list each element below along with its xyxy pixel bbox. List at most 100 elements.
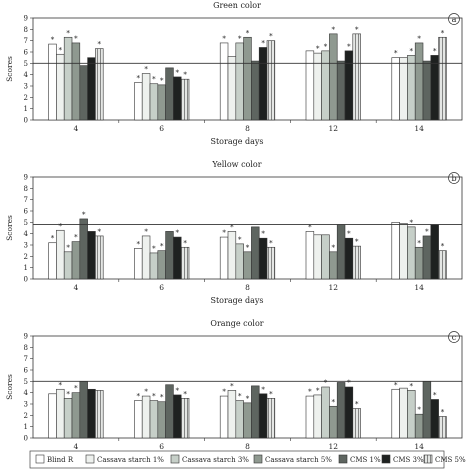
- bar: [219, 236, 229, 280]
- bar: [173, 394, 182, 439]
- legend-label: Cassava starch 1%: [97, 456, 164, 464]
- bar: [266, 246, 276, 280]
- bar: [399, 223, 408, 280]
- significance-marker: *: [238, 35, 242, 43]
- significance-marker: *: [137, 240, 141, 248]
- bar: [95, 235, 104, 280]
- bar: [71, 392, 81, 439]
- significance-marker: *: [98, 228, 102, 236]
- bar: [258, 237, 268, 280]
- significance-marker: *: [74, 234, 78, 242]
- legend-item: Cassava starch 5%: [253, 454, 332, 464]
- bar: [157, 401, 166, 439]
- y-tick-label: 6: [24, 208, 29, 216]
- legend-label: Blind R: [47, 456, 74, 464]
- significance-marker: *: [246, 29, 250, 37]
- y-tick-label: 0: [24, 276, 28, 284]
- x-tick-label: 8: [245, 124, 250, 133]
- y-tick-label: 9: [24, 333, 28, 341]
- legend-label: Cassava starch 5%: [265, 456, 332, 464]
- legend-item: CMS 5%: [423, 454, 466, 464]
- bar: [414, 42, 424, 121]
- x-axis-label: Storage days: [210, 137, 263, 146]
- bar: [165, 67, 174, 121]
- significance-marker: *: [417, 239, 421, 247]
- significance-marker: *: [308, 388, 312, 396]
- significance-marker: *: [441, 408, 445, 416]
- legend-swatch: [85, 454, 95, 464]
- significance-marker: *: [74, 35, 78, 43]
- panel-letter-circle: [448, 331, 460, 343]
- bar: [251, 60, 260, 121]
- x-tick-label: 6: [159, 442, 164, 451]
- bar: [48, 393, 57, 439]
- bar: [235, 42, 244, 121]
- legend-label: Cassava starch 3%: [182, 456, 249, 464]
- significance-marker: *: [417, 35, 421, 43]
- bar: [87, 231, 96, 280]
- bar: [321, 386, 330, 439]
- legend-item: CMS 1%: [338, 454, 381, 464]
- significance-marker: *: [160, 77, 164, 85]
- x-tick-label: 4: [74, 124, 79, 133]
- bar: [414, 413, 424, 439]
- bar: [344, 386, 354, 439]
- bar: [48, 242, 57, 280]
- bar: [399, 387, 408, 439]
- x-tick-label: 6: [159, 124, 164, 133]
- bar: [336, 60, 346, 121]
- bar: [71, 42, 81, 121]
- y-tick-label: 4: [24, 230, 29, 238]
- y-tick-label: 2: [24, 94, 28, 102]
- bar: [305, 395, 315, 439]
- significance-marker: *: [137, 75, 141, 83]
- y-tick-label: 3: [24, 401, 28, 409]
- panel-letter: a: [452, 15, 457, 24]
- panel-letter: b: [451, 174, 456, 183]
- significance-marker: *: [176, 387, 180, 395]
- legend-swatch: [170, 454, 180, 464]
- bar: [258, 393, 268, 439]
- legend-item: Blind R: [35, 454, 74, 464]
- significance-marker: *: [394, 50, 398, 58]
- significance-marker: *: [410, 219, 414, 227]
- y-tick-label: 3: [24, 83, 28, 91]
- chart-title: Green color: [213, 1, 261, 10]
- legend-swatch: [423, 454, 433, 464]
- x-tick-label: 14: [414, 283, 424, 292]
- x-tick-label: 12: [329, 442, 339, 451]
- bar: [165, 384, 174, 439]
- bar: [344, 237, 354, 280]
- bar: [399, 57, 408, 121]
- significance-marker: *: [261, 39, 265, 47]
- significance-marker: *: [160, 243, 164, 251]
- bar: [430, 399, 439, 439]
- significance-marker: *: [66, 244, 70, 252]
- bar: [219, 395, 229, 439]
- bar: [219, 42, 229, 121]
- bar: [438, 36, 447, 121]
- y-tick-label: 9: [24, 15, 28, 23]
- significance-marker: *: [144, 388, 148, 396]
- bar: [266, 40, 276, 121]
- x-tick-label: 14: [414, 442, 424, 451]
- bar: [430, 224, 439, 280]
- bar: [258, 47, 268, 121]
- significance-marker: *: [59, 222, 63, 230]
- bar: [321, 234, 330, 280]
- significance-marker: *: [74, 385, 78, 393]
- significance-marker: *: [332, 26, 336, 34]
- significance-marker: *: [355, 26, 359, 34]
- legend-label: CMS 3%: [393, 456, 424, 464]
- bar: [329, 405, 338, 439]
- significance-marker: *: [269, 239, 273, 247]
- significance-marker: *: [324, 379, 328, 387]
- y-tick-label: 7: [24, 196, 28, 204]
- significance-marker: *: [222, 388, 226, 396]
- bar: [438, 250, 447, 280]
- bar: [305, 231, 315, 280]
- significance-marker: *: [144, 66, 148, 74]
- legend: Blind R Cassava starch 1% Cassava starch 3…: [29, 450, 466, 469]
- significance-marker: *: [98, 41, 102, 49]
- significance-marker: *: [59, 46, 63, 54]
